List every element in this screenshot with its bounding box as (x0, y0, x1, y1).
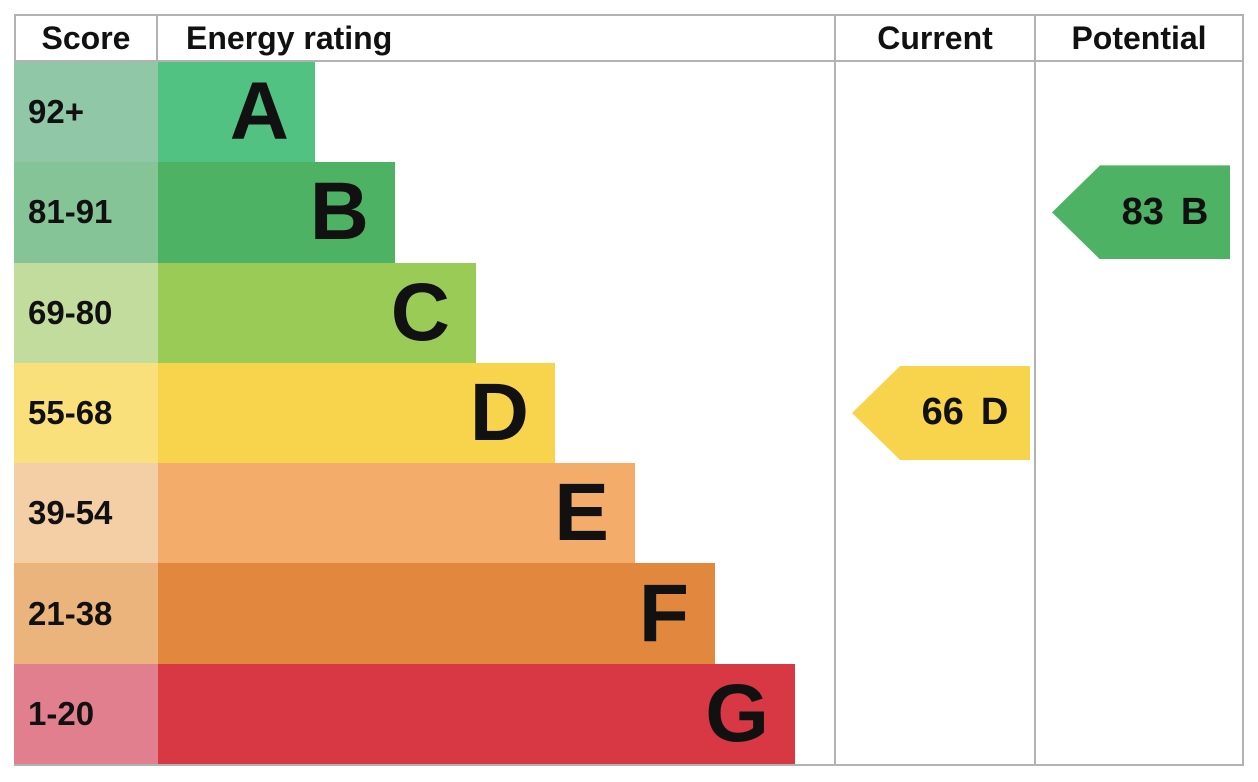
band-row-d: 55-68 D 66 D (14, 362, 1244, 464)
potential-cell-d (1034, 362, 1244, 464)
score-range-f: 21-38 (14, 563, 158, 664)
rating-bar-a: A (158, 62, 315, 163)
current-rating-marker: 66 D (852, 365, 1030, 460)
current-cell-g (834, 663, 1034, 764)
rating-bar-e: E (158, 463, 635, 564)
band-row-f: 21-38 F (14, 563, 1244, 664)
rating-bar-f: F (158, 563, 715, 664)
potential-cell-g (1034, 663, 1244, 764)
header-energy-rating: Energy rating (186, 19, 393, 56)
rating-letter-g: G (705, 667, 769, 759)
score-range-e: 39-54 (14, 463, 158, 564)
score-range-d: 55-68 (14, 362, 158, 464)
current-cell-b (834, 162, 1034, 263)
rating-bar-area: A (158, 62, 834, 163)
potential-rating-letter: B (1180, 190, 1209, 233)
band-row-c: 69-80 C (14, 262, 1244, 363)
score-range-b: 81-91 (14, 162, 158, 263)
header-current: Current (834, 16, 1034, 60)
current-score-value: 66 (921, 391, 964, 434)
rating-bar-area: D (158, 362, 834, 464)
potential-score-value: 83 (1121, 190, 1164, 233)
score-range-g: 1-20 (14, 663, 158, 764)
rating-bar-area: C (158, 262, 834, 363)
epc-rating-chart: Score Energy rating Current Potential 92… (14, 14, 1244, 766)
rating-letter-d: D (469, 366, 529, 458)
rating-bar-area: G (158, 663, 834, 764)
rating-bar-d: D (158, 362, 555, 464)
band-row-a: 92+ A (14, 62, 1244, 163)
epc-band-rows: 92+ A 81-91 B 83 B (14, 62, 1244, 764)
header-score: Score (14, 16, 158, 60)
band-row-e: 39-54 E (14, 463, 1244, 564)
potential-cell-a (1034, 62, 1244, 163)
rating-bar-area: B (158, 162, 834, 263)
rating-letter-f: F (638, 567, 689, 659)
current-cell-c (834, 262, 1034, 363)
rating-bar-g: G (158, 663, 795, 764)
rating-bar-area: E (158, 463, 834, 564)
rating-letter-a: A (229, 66, 289, 158)
rating-bar-c: C (158, 262, 476, 363)
potential-cell-f (1034, 563, 1244, 664)
current-cell-e (834, 463, 1034, 564)
band-row-g: 1-20 G (14, 663, 1244, 764)
header-potential: Potential (1034, 16, 1244, 60)
rating-letter-b: B (309, 166, 369, 258)
potential-cell-e (1034, 463, 1244, 564)
score-range-c: 69-80 (14, 262, 158, 363)
rating-letter-e: E (554, 467, 609, 559)
rating-letter-c: C (390, 266, 450, 358)
potential-cell-b: 83 B (1034, 162, 1244, 263)
current-cell-a (834, 62, 1034, 163)
rating-bar-area: F (158, 563, 834, 664)
band-row-b: 81-91 B 83 B (14, 162, 1244, 263)
potential-rating-marker: 83 B (1052, 165, 1230, 260)
chart-header-row: Score Energy rating Current Potential (14, 14, 1244, 62)
current-rating-letter: D (980, 391, 1009, 434)
potential-cell-c (1034, 262, 1244, 363)
score-range-a: 92+ (14, 62, 158, 163)
current-cell-d: 66 D (834, 362, 1034, 464)
rating-bar-b: B (158, 162, 395, 263)
current-cell-f (834, 563, 1034, 664)
